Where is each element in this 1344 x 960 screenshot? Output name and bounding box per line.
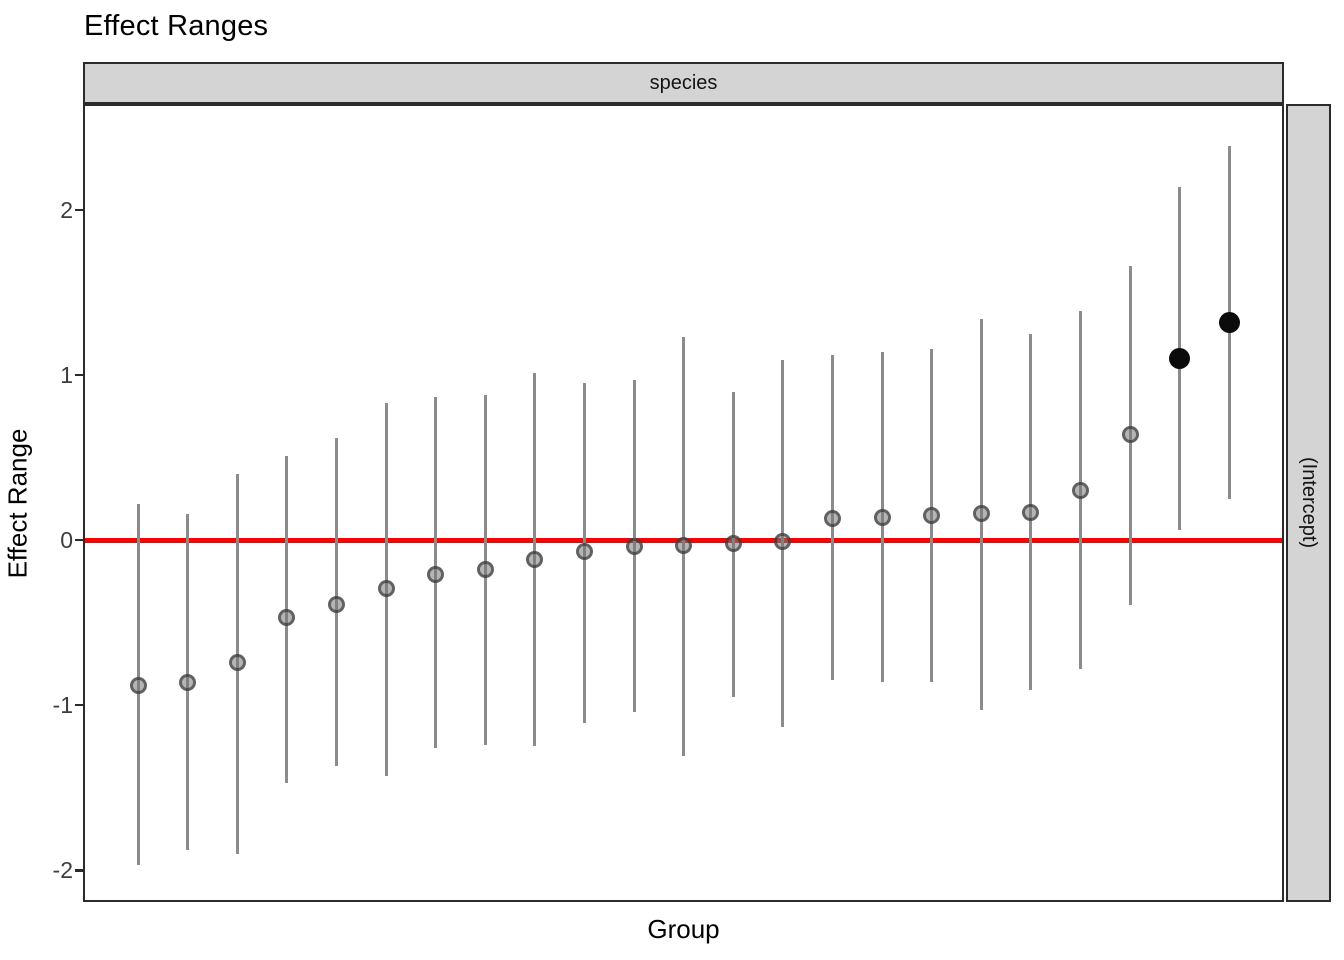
y-tick-mark xyxy=(75,373,83,377)
facet-strip-right-label: (Intercept) xyxy=(1298,457,1320,549)
point-group-21 xyxy=(1121,425,1139,443)
x-axis-title: Group xyxy=(647,914,720,944)
point-group-7 xyxy=(427,566,445,584)
y-tick-label: -2 xyxy=(52,857,73,884)
point-group-11 xyxy=(625,538,643,556)
point-group-20 xyxy=(1071,482,1089,500)
point-group-19 xyxy=(1022,503,1040,521)
point-group-10 xyxy=(575,543,593,561)
point-group-2 xyxy=(179,673,197,691)
y-tick-label: 1 xyxy=(60,362,73,389)
plot-panel xyxy=(83,104,1284,902)
point-group-4 xyxy=(278,609,296,627)
point-group-8 xyxy=(476,561,494,579)
plot-title: Effect Ranges xyxy=(84,10,269,42)
point-group-16 xyxy=(873,508,891,526)
y-tick-label: 0 xyxy=(60,527,73,554)
facet-strip-top-label: species xyxy=(649,71,718,94)
point-group-3 xyxy=(228,653,246,671)
point-group-9 xyxy=(526,551,544,569)
y-tick-mark xyxy=(75,538,83,542)
point-group-18 xyxy=(972,505,990,523)
highlight-point-group-22 xyxy=(1169,348,1191,370)
y-tick-mark xyxy=(75,703,83,707)
facet-strip-top: species xyxy=(83,62,1284,104)
point-group-6 xyxy=(377,579,395,597)
point-group-15 xyxy=(823,510,841,528)
y-tick-label: 2 xyxy=(60,196,73,223)
facet-strip-right: (Intercept) xyxy=(1286,104,1331,902)
point-group-14 xyxy=(774,533,792,551)
y-tick-mark xyxy=(75,869,83,872)
point-group-5 xyxy=(327,596,345,614)
point-group-1 xyxy=(129,676,147,694)
point-group-17 xyxy=(923,506,941,524)
y-tick-mark xyxy=(75,208,83,212)
highlight-point-group-23 xyxy=(1218,311,1240,333)
point-group-12 xyxy=(675,536,693,554)
point-group-13 xyxy=(724,534,742,552)
y-tick-label: -1 xyxy=(52,692,73,719)
plot-panel-area xyxy=(85,106,1282,900)
